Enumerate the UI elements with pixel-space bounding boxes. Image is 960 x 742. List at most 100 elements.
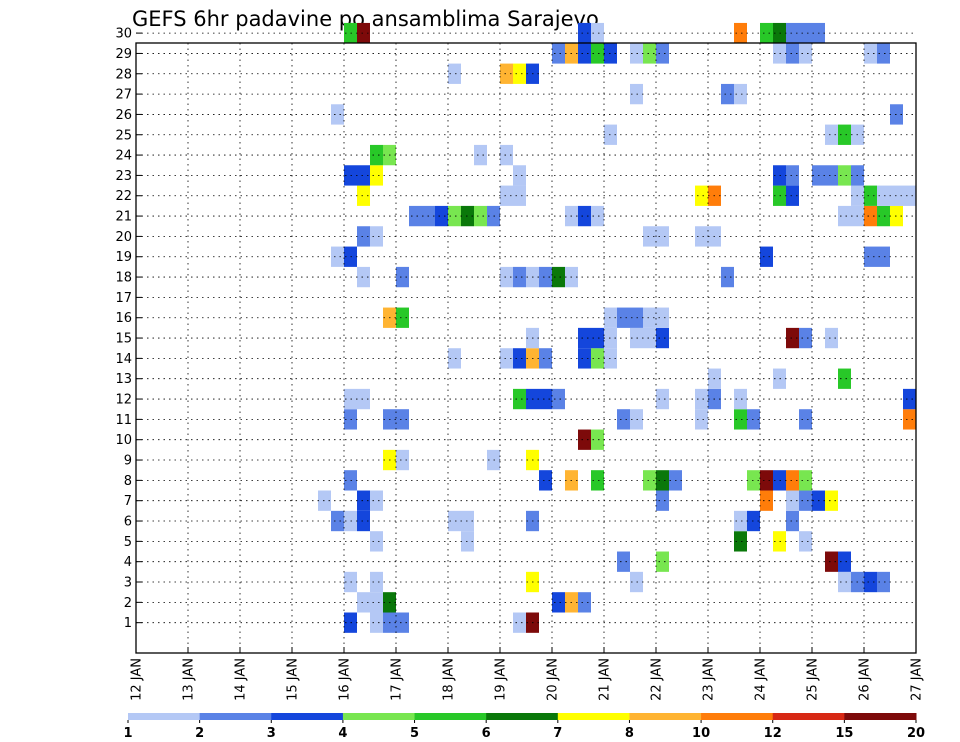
heatmap-cell xyxy=(656,470,669,491)
x-tick-label: 14 JAN xyxy=(234,658,249,701)
y-tick-label: 3 xyxy=(124,576,132,591)
y-tick-label: 13 xyxy=(115,372,132,387)
heatmap-cell xyxy=(513,185,526,206)
legend-label: 12 xyxy=(764,726,782,741)
color-legend: 1 2 3 4 5 6 7 8 10 12 15 20 xyxy=(123,713,925,741)
legend-swatch xyxy=(844,713,917,720)
y-tick-label: 17 xyxy=(115,291,132,306)
y-tick-label: 18 xyxy=(115,271,132,286)
heatmap-cell xyxy=(877,571,890,593)
y-tick-label: 10 xyxy=(115,433,132,448)
heatmap-cell xyxy=(370,571,383,593)
heatmap-cell xyxy=(721,266,734,288)
heatmap-cell xyxy=(617,409,630,430)
heatmap-cell xyxy=(578,429,591,450)
heatmap-cell xyxy=(331,510,344,532)
y-tick-label: 23 xyxy=(115,169,132,184)
heatmap-cell xyxy=(357,165,370,186)
y-tick-label: 9 xyxy=(124,454,132,469)
x-tick-label: 26 JAN xyxy=(858,658,873,701)
x-tick-label: 24 JAN xyxy=(754,658,769,701)
heatmap-cell xyxy=(643,327,656,349)
heatmap-cell xyxy=(695,409,708,430)
heatmap-cell xyxy=(552,592,565,613)
y-tick-label: 11 xyxy=(115,413,132,428)
heatmap-cell xyxy=(617,551,630,572)
heatmap-cell xyxy=(370,612,383,633)
heatmap-cell xyxy=(786,490,799,511)
heatmap-cell xyxy=(513,348,526,369)
heatmap-cell xyxy=(838,551,851,572)
legend-swatch xyxy=(342,713,416,720)
legend-swatch xyxy=(557,713,630,720)
heatmap-cell xyxy=(500,63,513,84)
x-tick-label: 12 JAN xyxy=(130,658,145,701)
heatmap-cell xyxy=(786,22,799,44)
heatmap-cell xyxy=(760,490,773,511)
heatmap-cell xyxy=(500,348,513,369)
legend-label: 1 xyxy=(123,726,132,741)
heatmap-cell xyxy=(643,470,656,491)
legend-label: 3 xyxy=(267,726,276,741)
heatmap-cell xyxy=(825,327,838,349)
heatmap-cell xyxy=(357,510,370,532)
heatmap-cell xyxy=(877,43,890,64)
heatmap-cell xyxy=(552,43,565,64)
legend-label: 6 xyxy=(482,726,491,741)
heatmap-cell xyxy=(539,388,552,410)
legend-label: 10 xyxy=(692,726,710,741)
heatmap-cell xyxy=(695,185,708,206)
heatmap-cell xyxy=(786,185,799,206)
y-tick-label: 25 xyxy=(115,128,132,143)
heatmap-cell xyxy=(864,571,877,593)
heatmap-cell xyxy=(825,490,838,511)
legend-label: 5 xyxy=(410,726,419,741)
heatmap-cell xyxy=(786,327,799,349)
heatmap-cell xyxy=(552,388,565,410)
heatmap-cell xyxy=(734,531,747,552)
y-tick-label: 4 xyxy=(124,555,132,570)
heatmap-cell xyxy=(513,63,526,84)
heatmap-cell xyxy=(656,327,669,349)
heatmap-cell xyxy=(357,185,370,206)
y-tick-label: 12 xyxy=(115,393,132,408)
heatmap-cell xyxy=(357,592,370,613)
y-tick-label: 7 xyxy=(124,494,132,509)
y-tick-label: 2 xyxy=(124,596,132,611)
heatmap-cell xyxy=(656,551,669,572)
heatmap-cell xyxy=(864,205,877,227)
y-axis-ticks: 1234567891011121314151617181920212223242… xyxy=(115,27,142,631)
heatmap-cell xyxy=(877,246,890,267)
heatmap-cell xyxy=(370,226,383,247)
y-tick-label: 15 xyxy=(115,332,132,347)
y-tick-label: 24 xyxy=(115,149,132,164)
heatmap-cell xyxy=(721,83,734,105)
heatmap-cell xyxy=(799,43,812,64)
heatmap-cell xyxy=(396,307,409,328)
x-tick-label: 21 JAN xyxy=(598,658,613,701)
legend-label: 8 xyxy=(625,726,634,741)
heatmap-cell xyxy=(474,144,487,166)
heatmap-cell xyxy=(643,307,656,328)
heatmap-cell xyxy=(786,165,799,186)
heatmap-cell xyxy=(617,307,630,328)
heatmap-cell xyxy=(513,388,526,410)
y-tick-label: 16 xyxy=(115,311,132,326)
heatmap-cell xyxy=(539,470,552,491)
heatmap-cell xyxy=(838,165,851,186)
heatmap-cell xyxy=(513,612,526,633)
heatmap-cell xyxy=(396,612,409,633)
heatmap-cell xyxy=(877,185,890,206)
heatmap-cell xyxy=(656,388,669,410)
heatmap-cell xyxy=(643,226,656,247)
heatmap-cell xyxy=(539,348,552,369)
heatmap-cell xyxy=(825,124,838,145)
heatmap-cell xyxy=(396,409,409,430)
x-tick-label: 18 JAN xyxy=(442,658,457,701)
heatmap-cell xyxy=(656,226,669,247)
heatmap-cell xyxy=(786,43,799,64)
heatmap-cell xyxy=(552,266,565,288)
y-tick-label: 28 xyxy=(115,67,132,82)
x-tick-label: 19 JAN xyxy=(494,658,509,701)
heatmap-cell xyxy=(357,22,370,44)
